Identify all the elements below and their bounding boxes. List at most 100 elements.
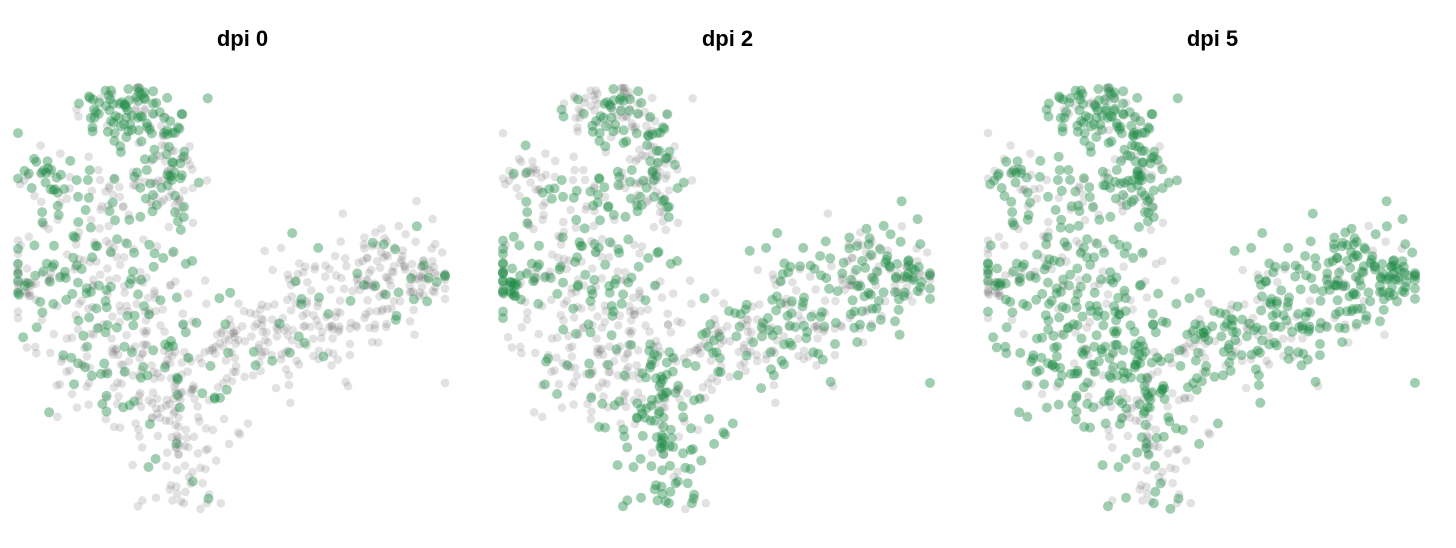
point-background	[335, 296, 345, 306]
point-highlighted	[983, 268, 993, 279]
point-highlighted	[13, 276, 23, 287]
point-background	[770, 348, 780, 358]
point-highlighted	[825, 253, 836, 264]
point-highlighted	[1112, 370, 1123, 381]
point-background	[302, 299, 312, 309]
point-highlighted	[1043, 324, 1054, 335]
point-background	[424, 275, 433, 285]
point-highlighted	[1381, 274, 1391, 285]
point-background	[902, 262, 911, 272]
point-highlighted	[1072, 126, 1083, 137]
point-background	[86, 329, 96, 339]
point-background	[52, 301, 62, 311]
point-highlighted	[568, 192, 579, 203]
point-background	[747, 327, 756, 337]
point-background	[564, 331, 573, 341]
point-highlighted	[632, 200, 643, 211]
point-highlighted	[1252, 345, 1263, 356]
point-highlighted	[1058, 274, 1069, 285]
point-highlighted	[187, 256, 198, 266]
point-background	[845, 313, 854, 323]
point-background	[761, 355, 771, 364]
point-highlighted	[798, 297, 809, 308]
point-background	[95, 175, 105, 185]
point-highlighted	[983, 275, 993, 286]
point-highlighted	[1066, 201, 1077, 212]
point-highlighted	[1055, 257, 1065, 267]
point-background	[200, 347, 209, 357]
point-background	[567, 284, 576, 293]
panel-dpi-5: dpi 5	[970, 0, 1455, 548]
point-highlighted	[633, 86, 644, 97]
point-highlighted	[1351, 236, 1362, 247]
point-highlighted	[618, 501, 628, 512]
point-background	[1157, 256, 1167, 266]
point-highlighted	[983, 306, 993, 317]
point-highlighted	[521, 167, 532, 178]
point-highlighted	[1304, 324, 1315, 335]
point-background	[52, 381, 62, 390]
point-background	[1146, 225, 1156, 235]
point-highlighted	[645, 362, 655, 373]
point-highlighted	[1177, 424, 1188, 435]
point-highlighted	[649, 484, 660, 495]
point-background	[80, 343, 89, 353]
point-highlighted	[1336, 241, 1347, 252]
point-highlighted	[85, 286, 96, 297]
point-background	[858, 338, 868, 347]
point-highlighted	[1030, 273, 1041, 283]
point-highlighted	[570, 257, 580, 267]
point-background	[78, 360, 87, 369]
point-background	[700, 338, 709, 348]
point-highlighted	[66, 352, 77, 363]
point-background	[299, 322, 308, 332]
point-highlighted	[1097, 460, 1108, 471]
point-highlighted	[440, 270, 450, 281]
point-highlighted	[1055, 362, 1066, 373]
point-background	[109, 350, 118, 359]
point-highlighted	[1120, 293, 1131, 304]
point-background	[272, 323, 281, 332]
point-highlighted	[599, 98, 610, 109]
point-background	[710, 288, 720, 298]
point-background	[72, 105, 81, 114]
point-background	[103, 121, 112, 130]
point-background	[507, 343, 517, 352]
point-background	[634, 110, 643, 119]
point-highlighted	[1257, 228, 1268, 239]
point-background	[593, 344, 603, 353]
point-highlighted	[1384, 287, 1395, 298]
point-highlighted	[815, 251, 826, 261]
point-highlighted	[1122, 368, 1133, 379]
point-background	[103, 289, 112, 299]
point-highlighted	[817, 307, 827, 318]
point-background	[620, 354, 629, 363]
point-background	[13, 258, 23, 268]
point-highlighted	[1103, 396, 1114, 406]
point-background	[864, 253, 873, 262]
point-highlighted	[102, 368, 113, 379]
point-highlighted	[925, 270, 935, 281]
point-highlighted	[1127, 130, 1138, 141]
point-highlighted	[1150, 460, 1160, 471]
point-background	[281, 347, 290, 357]
point-background	[591, 95, 600, 104]
point-highlighted	[578, 108, 589, 119]
point-highlighted	[613, 244, 624, 255]
point-highlighted	[124, 214, 135, 225]
point-highlighted	[1271, 308, 1282, 319]
point-background	[643, 305, 653, 314]
point-highlighted	[1071, 302, 1082, 313]
point-highlighted	[1061, 106, 1072, 117]
point-highlighted	[530, 273, 540, 283]
point-highlighted	[1142, 216, 1153, 227]
point-background	[1246, 355, 1256, 364]
point-background	[1075, 181, 1084, 191]
point-highlighted	[158, 253, 169, 263]
point-highlighted	[584, 358, 595, 369]
point-background	[622, 90, 631, 99]
point-background	[137, 443, 147, 452]
point-highlighted	[715, 367, 726, 378]
point-highlighted	[134, 86, 145, 97]
point-background	[215, 338, 224, 348]
